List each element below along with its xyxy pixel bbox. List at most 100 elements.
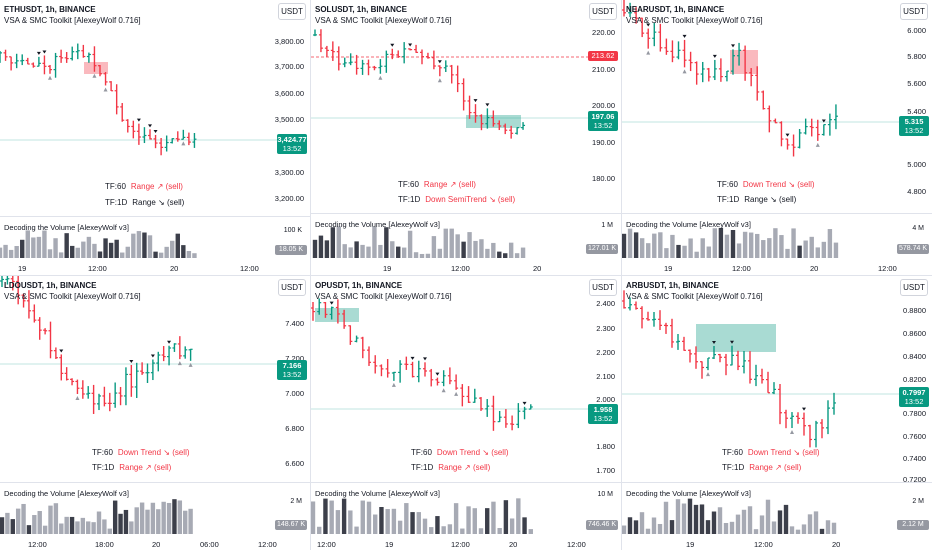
time-tick: 20 [152,540,161,549]
price-tick: 2.300 [596,324,615,333]
volume-bar [97,251,103,258]
chart-panel-arb[interactable]: ARBUSDT, 1h, BINANCE VSA & SMC Toolkit [… [622,276,932,551]
price-chart[interactable] [622,276,932,551]
time-tick: 19 [686,540,695,549]
chart-panel-near[interactable]: NEARUSDT, 1h, BINANCE VSA & SMC Toolkit … [622,0,932,275]
volume-indicator-label[interactable]: Decoding the Volume [AlexeyWolf v3] [626,489,751,498]
volume-bar [75,247,80,258]
indicator-label[interactable]: VSA & SMC Toolkit [AlexeyWolf 0.716] [626,292,763,301]
price-tick: 0.7200 [903,475,926,484]
currency-button[interactable]: USDT [900,3,928,20]
volume-bar [366,246,371,258]
volume-bar [437,248,443,258]
volume-bar [354,526,359,534]
volume-bar [646,243,651,258]
currency-button[interactable]: USDT [589,3,617,20]
volume-bar [795,529,801,534]
volume-indicator-label[interactable]: Decoding the Volume [AlexeyWolf v3] [4,223,129,232]
currency-button[interactable]: USDT [278,3,306,20]
volume-bar [134,507,139,534]
symbol-title[interactable]: ARBUSDT, 1h, BINANCE [626,281,719,290]
signal-marker [485,103,490,107]
signal-marker [441,388,446,393]
volume-bar [188,508,193,534]
price-chart[interactable] [0,276,310,551]
volume-bar [147,235,153,258]
volume-bar [491,501,496,534]
volume-bar [25,230,30,258]
volume-bar [777,510,783,534]
indicator-label[interactable]: VSA & SMC Toolkit [AlexeyWolf 0.716] [4,292,141,301]
volume-bar [136,231,142,258]
volume-indicator-label[interactable]: Decoding the Volume [AlexeyWolf v3] [315,489,440,498]
chart-panel-op[interactable]: OPUSDT, 1h, BINANCE VSA & SMC Toolkit [A… [311,276,621,551]
volume-bar [378,244,383,258]
volume-bar [317,526,322,534]
volume-bar [633,232,639,258]
last-price-tag: 5.315 13:52 [899,116,929,136]
currency-button[interactable]: USDT [589,279,617,296]
volume-bar [827,229,833,258]
symbol-title[interactable]: LDOUSDT, 1h, BINANCE [4,281,97,290]
volume-bar [724,234,730,258]
chart-panel-eth[interactable]: ETHUSDT, 1h, BINANCE VSA & SMC Toolkit [… [0,0,310,275]
symbol-title[interactable]: SOLUSDT, 1h, BINANCE [315,5,408,14]
indicator-label[interactable]: VSA & SMC Toolkit [AlexeyWolf 0.716] [626,16,763,25]
volume-tag: 127.01 K [586,244,618,254]
indicator-label[interactable]: VSA & SMC Toolkit [AlexeyWolf 0.716] [315,292,452,301]
tf1d-status: TF:1D Range ↗ (sell) [722,463,802,472]
price-tick: 220.00 [592,28,615,37]
time-tick: 12:00 [451,540,470,549]
volume-bar [183,510,188,534]
price-tick: 3,800.00 [274,37,304,46]
volume-bar [348,510,353,534]
volume-bar [360,500,365,534]
volume-bar [831,522,837,534]
volume-indicator-label[interactable]: Decoding the Volume [AlexeyWolf v3] [626,220,751,229]
symbol-title[interactable]: OPUSDT, 1h, BINANCE [315,281,403,290]
signal-marker [188,362,193,367]
volume-bar [706,246,711,258]
signal-marker [712,340,716,344]
volume-bar [21,503,26,534]
volume-indicator-label[interactable]: Decoding the Volume [AlexeyWolf v3] [4,489,129,498]
volume-bar [26,525,32,534]
volume-bar [467,232,472,258]
price-chart[interactable] [311,276,621,551]
price-tick: 7.400 [285,319,304,328]
volume-bar [466,506,471,534]
volume-bar [797,245,802,258]
volume-bar [416,512,421,534]
price-chart[interactable] [622,0,932,275]
chart-panel-ldo[interactable]: LDOUSDT, 1h, BINANCE VSA & SMC Toolkit [… [0,276,310,551]
chart-panel-sol[interactable]: SOLUSDT, 1h, BINANCE VSA & SMC Toolkit [… [311,0,621,275]
volume-bar [150,502,156,534]
volume-bar [123,509,129,534]
signal-marker [177,361,182,366]
volume-bar [718,227,724,258]
volume-bar [311,501,316,534]
volume-scale: 4 M [912,225,924,232]
symbol-title[interactable]: NEARUSDT, 1h, BINANCE [626,5,725,14]
price-chart[interactable] [0,0,310,275]
price-tick: 0.8200 [903,375,926,384]
symbol-title[interactable]: ETHUSDT, 1h, BINANCE [4,5,96,14]
volume-bar [651,517,657,534]
currency-button[interactable]: USDT [278,279,306,296]
tf1d-status: TF:1D Range ↗ (sell) [92,463,172,472]
indicator-label[interactable]: VSA & SMC Toolkit [AlexeyWolf 0.716] [315,16,452,25]
time-tick: 12:00 [451,264,470,273]
volume-bar [397,520,403,534]
time-tick: 19 [383,264,392,273]
volume-bar [181,245,186,258]
indicator-label[interactable]: VSA & SMC Toolkit [AlexeyWolf 0.716] [4,16,141,25]
price-chart[interactable] [311,0,621,275]
volume-bar [755,233,760,258]
currency-button[interactable]: USDT [900,279,928,296]
price-tick: 5.000 [907,160,926,169]
volume-indicator-label[interactable]: Decoding the Volume [AlexeyWolf v3] [315,220,440,229]
volume-bar [342,244,347,258]
signal-marker [129,359,134,363]
volume-bar [410,512,415,534]
volume-bar [520,247,526,258]
